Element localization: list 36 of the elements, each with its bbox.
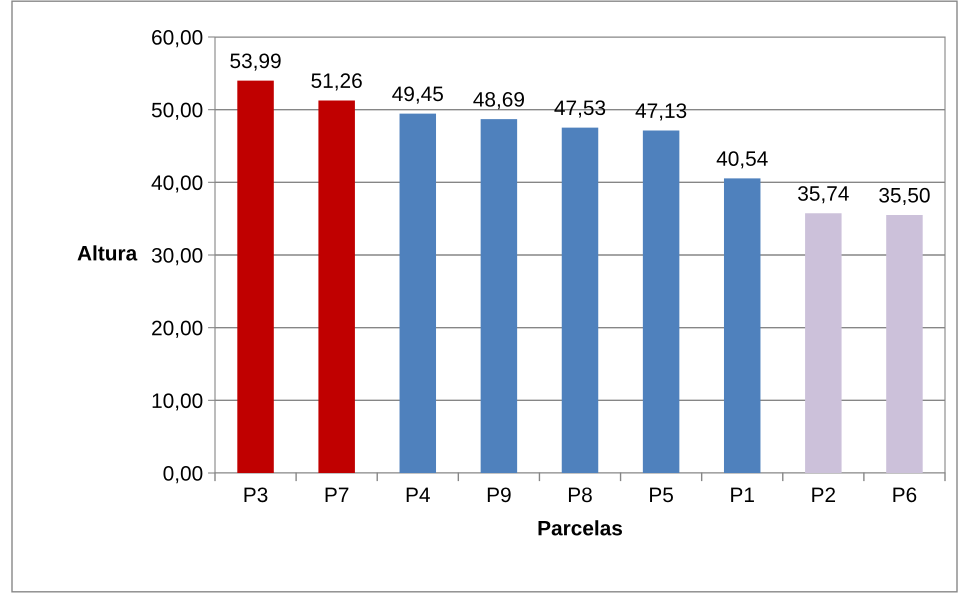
bar <box>724 178 760 473</box>
y-tick-label: 20,00 <box>152 320 202 338</box>
x-tick-label: P7 <box>326 488 348 502</box>
x-tick-label: P4 <box>406 488 430 502</box>
y-tick-label: 10,00 <box>152 393 202 411</box>
y-axis-title: Altura <box>78 245 138 261</box>
x-tick-label: P5 <box>650 488 673 502</box>
bar <box>642 130 680 473</box>
bar <box>562 128 598 473</box>
x-axis-title: Parcelas <box>538 520 622 536</box>
data-label: 51,26 <box>311 73 362 91</box>
x-tick-label: P2 <box>812 487 836 502</box>
data-label: 48,69 <box>473 92 524 110</box>
x-tick-label: P6 <box>893 487 916 502</box>
data-label: 49,45 <box>392 86 443 104</box>
bar <box>237 80 274 473</box>
bar <box>805 213 842 473</box>
bar <box>480 119 518 473</box>
x-tick-label: P8 <box>568 487 592 502</box>
y-tick-label: 30,00 <box>152 248 202 266</box>
data-label: 53,99 <box>230 53 281 71</box>
data-label: 47,53 <box>554 100 606 118</box>
x-tick-label: P3 <box>244 487 268 502</box>
data-label: 40,54 <box>716 151 768 168</box>
data-label: 35,74 <box>798 186 849 204</box>
bar <box>400 114 436 473</box>
y-tick-label: 50,00 <box>152 102 202 120</box>
data-label: 47,13 <box>636 103 686 121</box>
y-tick-label: 60,00 <box>152 30 202 48</box>
bar <box>318 100 355 473</box>
y-tick-label: 0,00 <box>163 466 202 484</box>
bar <box>886 215 923 473</box>
x-tick-label: P9 <box>488 487 511 502</box>
data-label: 35,50 <box>879 188 930 206</box>
x-tick-label: P1 <box>731 488 754 502</box>
y-tick-label: 40,00 <box>152 175 202 193</box>
